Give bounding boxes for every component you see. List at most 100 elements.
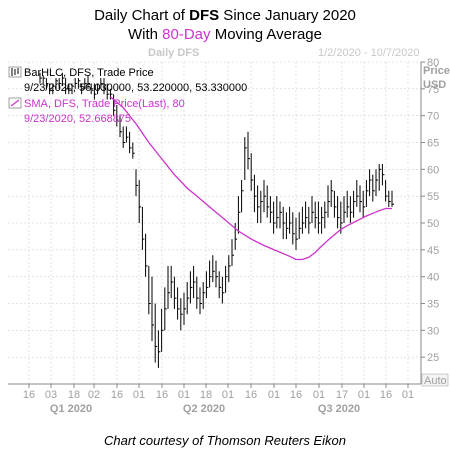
x-tick-label-1: 03 [45, 389, 57, 401]
legend-sma-series: SMA, DFS, Trade Price(Last), 80 [24, 98, 185, 110]
price-bar-54 [212, 255, 215, 283]
price-bar-69 [260, 190, 263, 223]
price-bar-83 [305, 201, 308, 229]
price-bar-20 [103, 78, 106, 95]
sma-line [109, 96, 392, 261]
price-bar-92 [333, 190, 337, 218]
price-bar-33 [145, 233, 148, 277]
price-bar-38 [161, 308, 164, 352]
price-bar-55 [215, 260, 218, 288]
price-bar-81 [298, 212, 302, 240]
price-bar-110 [391, 190, 394, 207]
x-tick-label-0: 16 [23, 389, 35, 401]
y-tick-label-10: 75 [427, 84, 439, 96]
price-bar-95 [343, 196, 346, 223]
price-bar-26 [122, 126, 126, 148]
x-tick-labels: 16 03 18 02 16 01 16 01 18 01 16 01 16 01 17 01 16 01 [23, 384, 414, 401]
x-tick-label-5: 01 [133, 389, 145, 401]
y-tick-label-4: 45 [427, 245, 439, 257]
chart-grid [8, 61, 421, 384]
price-bar-62 [237, 196, 241, 234]
x-tick-label-7: 01 [178, 389, 190, 401]
price-bar-98 [353, 190, 356, 218]
price-bar-78 [289, 206, 292, 234]
price-bar-59 [228, 255, 231, 283]
price-bar-104 [372, 174, 375, 202]
price-bar-2 [45, 78, 49, 89]
price-bar-19 [100, 78, 103, 89]
x-tick-label-12: 16 [290, 389, 302, 401]
price-bar-50 [199, 287, 202, 315]
price-bar-107 [381, 163, 385, 186]
price-bar-97 [349, 196, 353, 223]
month-label-0: Q1 2020 [50, 403, 92, 415]
price-bar-14 [84, 78, 87, 89]
price-bar-44 [180, 298, 183, 331]
price-bar-41 [170, 265, 174, 299]
price-bar-80 [295, 217, 298, 250]
month-label-1: Q2 2020 [183, 403, 225, 415]
price-bar-88 [321, 206, 324, 234]
price-bar-7 [61, 72, 65, 87]
price-bar-4 [52, 83, 55, 95]
x-tick-label-17: 01 [402, 389, 414, 401]
legend-sma-values: 9/23/2020, 52.668875 [24, 113, 131, 125]
y-tick-label-8: 65 [427, 138, 439, 150]
x-tick-label-10: 16 [245, 389, 257, 401]
x-tick-label-4: 16 [111, 389, 123, 401]
axis-unit-currency: USD [423, 79, 446, 91]
price-bar-10 [71, 83, 74, 95]
price-bar-91 [330, 180, 334, 207]
price-bar-32 [141, 206, 145, 250]
price-bar-106 [378, 163, 382, 191]
x-tick-label-8: 18 [200, 389, 212, 401]
legend: BarHLC, DFS, Trade Price 9/23/2020, 56.0… [8, 66, 247, 125]
price-bar-47 [189, 271, 193, 304]
price-bar-23 [113, 94, 116, 116]
price-bar-105 [375, 169, 378, 197]
price-bar-89 [324, 201, 327, 229]
x-tick-label-14: 17 [336, 389, 348, 401]
price-bar-72 [269, 196, 273, 223]
price-bar-39 [164, 287, 167, 331]
price-bar-34 [148, 265, 151, 315]
price-bar-67 [253, 174, 257, 213]
price-bar-53 [209, 260, 212, 288]
y-tick-label-7: 60 [427, 164, 439, 176]
price-bar-30 [135, 169, 138, 197]
y-tick-label-6: 55 [427, 191, 439, 203]
watermark-symbol: Daily DFS [148, 47, 200, 59]
price-bar-48 [193, 265, 196, 299]
price-bar-36 [154, 303, 158, 363]
x-tick-label-9: 01 [222, 389, 234, 401]
legend-sma-icon-stroke [10, 99, 20, 107]
y-tick-label-11: 80 [427, 57, 439, 69]
month-label-2: Q3 2020 [318, 403, 360, 415]
price-bar-85 [311, 196, 314, 223]
price-bar-93 [337, 196, 340, 229]
price-bar-87 [317, 201, 321, 234]
price-bar-17 [93, 83, 97, 100]
auto-scale-button[interactable] [421, 373, 449, 387]
watermark-date-range: 1/2/2020 - 10/7/2020 [318, 47, 420, 59]
price-bar-46 [186, 282, 190, 315]
y-tick-label-9: 70 [427, 111, 439, 123]
price-bar-109 [388, 190, 391, 207]
x-tick-label-13: 01 [313, 389, 325, 401]
x-tick-label-2: 18 [68, 389, 80, 401]
price-bar-74 [276, 196, 279, 229]
price-bar-6 [58, 78, 62, 89]
price-bar-12 [77, 78, 81, 89]
y-tick-label-0: 25 [427, 352, 439, 364]
price-bar-8 [65, 78, 68, 95]
price-bar-108 [385, 180, 388, 202]
price-bars [39, 72, 394, 368]
price-bar-52 [205, 271, 209, 299]
price-bar-43 [177, 287, 180, 320]
y-tick-label-1: 30 [427, 325, 439, 337]
price-bar-29 [132, 142, 135, 159]
price-bar-28 [129, 131, 132, 154]
price-bar-76 [282, 206, 286, 240]
price-bar-79 [292, 212, 295, 245]
price-bar-18 [97, 83, 100, 95]
